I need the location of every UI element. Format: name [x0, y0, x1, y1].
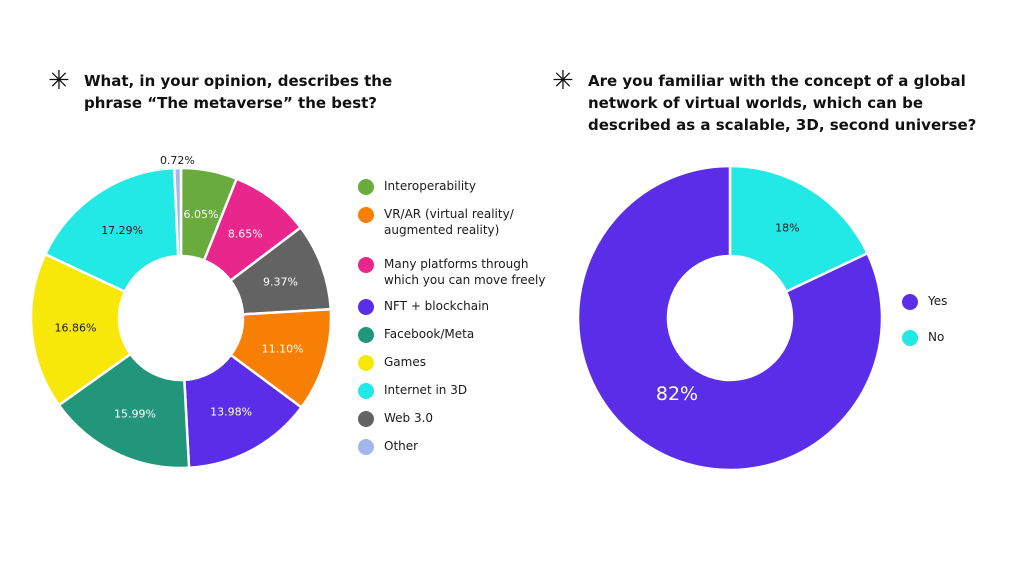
legend-swatch — [358, 411, 374, 427]
legend-swatch — [358, 179, 374, 195]
legend-label: Internet in 3D — [384, 383, 468, 397]
right-title-row: ✳ Are you familiar with the concept of a… — [552, 66, 1022, 136]
slice-value-label: 16.86% — [54, 322, 96, 335]
legend-label: Web 3.0 — [384, 411, 434, 425]
slice-value-label: 15.99% — [114, 408, 156, 421]
right-donut-chart: 18% 82% — [576, 164, 884, 472]
legend-label: Yes — [928, 294, 948, 308]
legend-label: NFT + blockchain — [384, 299, 490, 313]
slice-web-3-0 — [43, 166, 180, 293]
legend-swatch — [358, 327, 374, 343]
slice-value-label: 18% — [775, 222, 799, 235]
legend-item: No — [902, 329, 944, 346]
slice-no — [728, 164, 869, 293]
legend-label: Interoperability — [384, 179, 476, 193]
legend-item: Games — [358, 354, 426, 371]
legend-label: Facebook/Meta — [384, 327, 475, 341]
slice-value-label: 9.37% — [263, 275, 298, 288]
asterisk-icon: ✳ — [48, 66, 70, 96]
legend-label: Games — [384, 355, 426, 369]
legend-swatch — [358, 383, 374, 399]
legend-item: Facebook/Meta — [358, 326, 474, 343]
legend-item: Many platforms through which you can mov… — [358, 256, 545, 288]
legend-item: Web 3.0 — [358, 410, 433, 427]
slice-value-label: 11.10% — [262, 342, 304, 355]
legend-item: Internet in 3D — [358, 382, 467, 399]
left-chart-panel: ✳ What, in your opinion, describes the p… — [29, 66, 545, 470]
right-chart-title: Are you familiar with the concept of a g… — [588, 72, 977, 134]
legend-swatch — [358, 355, 374, 371]
legend-swatch — [902, 294, 918, 310]
legend-swatch — [358, 257, 374, 273]
legend-label: Other — [384, 439, 419, 453]
legend-item: Yes — [902, 293, 947, 310]
legend-swatch — [358, 299, 374, 315]
left-title-row: ✳ What, in your opinion, describes the p… — [48, 66, 488, 114]
legend-swatch — [358, 207, 374, 223]
slice-value-label: 0.72% — [160, 154, 195, 167]
slice-internet-in-3d — [29, 252, 132, 407]
legend-label: VR/AR (virtual reality/ augmented realit… — [384, 207, 514, 237]
slice-value-label: 13.98% — [210, 405, 252, 418]
slice-value-label: 82% — [656, 383, 698, 405]
asterisk-icon: ✳ — [552, 66, 574, 96]
slice-value-label: 6.05% — [184, 208, 219, 221]
legend-item: Interoperability — [358, 178, 476, 195]
legend-item: NFT + blockchain — [358, 298, 489, 315]
legend-label: No — [928, 330, 945, 344]
slice-other — [172, 166, 183, 258]
legend-swatch — [358, 439, 374, 455]
right-chart-panel: ✳ Are you familiar with the concept of a… — [540, 0, 1024, 576]
left-chart-title: What, in your opinion, describes the phr… — [84, 72, 393, 112]
slice-value-label: 17.29% — [101, 224, 143, 237]
legend-item: VR/AR (virtual reality/ augmented realit… — [358, 206, 514, 238]
slice-value-label: 8.65% — [228, 228, 263, 241]
legend-item: Other — [358, 438, 418, 455]
slice-yes — [576, 164, 884, 472]
legend-swatch — [902, 330, 918, 346]
left-donut-chart: 6.05% 8.65% 9.37% 11.10% 13.98% 15.99% 16.86% 1… — [29, 154, 333, 470]
legend-label: Many platforms through which you can mov… — [384, 257, 546, 287]
